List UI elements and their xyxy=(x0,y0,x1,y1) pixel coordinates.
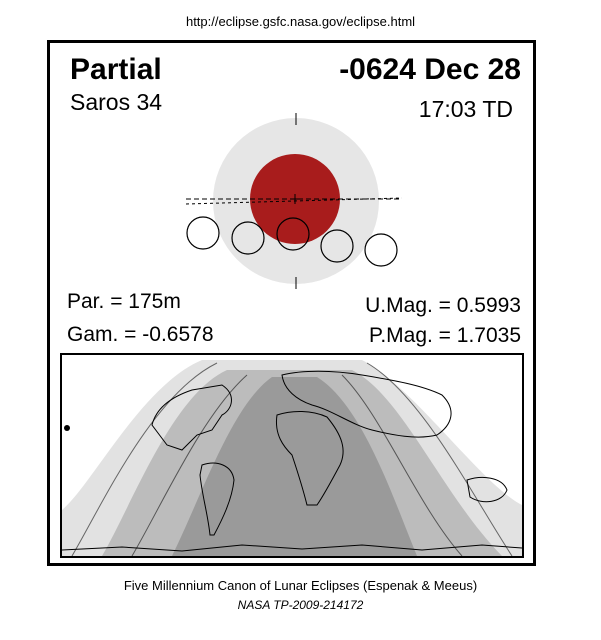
eclipse-type: Partial xyxy=(70,53,162,86)
canon-credit: Five Millennium Canon of Lunar Eclipses … xyxy=(123,578,478,593)
visibility-world-map xyxy=(60,353,524,558)
contact-curve-1 xyxy=(71,362,218,556)
penumbral-magnitude: P.Mag. = 1.7035 xyxy=(369,324,521,347)
moon-zenith-marker xyxy=(64,425,70,431)
eclipse-date: -0624 Dec 28 xyxy=(339,53,521,86)
moon-position-1 xyxy=(186,216,220,250)
source-url[interactable]: http://eclipse.gsfc.nasa.gov/eclipse.htm… xyxy=(185,14,416,29)
africa-outline xyxy=(275,411,344,506)
saros-number: Saros 34 xyxy=(70,89,163,115)
visibility-map-svg xyxy=(62,360,522,556)
eclipse-time: 17:03 TD xyxy=(418,96,513,122)
south-america-outline xyxy=(199,462,235,536)
moon-position-3 xyxy=(276,217,310,251)
gamma-value: Gam. = -0.6578 xyxy=(67,323,214,346)
eclipse-geometry-diagram xyxy=(185,113,403,289)
moon-path-line xyxy=(185,197,403,205)
umbral-magnitude: U.Mag. = 0.5993 xyxy=(365,294,521,317)
contact-curve-2 xyxy=(366,362,513,556)
antarctica-outline xyxy=(62,544,522,552)
moon-position-4 xyxy=(320,229,354,263)
moon-position-2 xyxy=(231,221,265,255)
publication-id: NASA TP-2009-214172 xyxy=(237,598,364,612)
australia-outline xyxy=(466,477,508,503)
north-america-outline xyxy=(151,384,232,451)
eurasia-outline xyxy=(281,370,452,438)
partial-duration: Par. = 175m xyxy=(67,290,181,313)
moon-position-5 xyxy=(364,233,398,267)
eclipse-panel: Partial -0624 Dec 28 Saros 34 17:03 TD P… xyxy=(47,40,536,566)
umbral-zone xyxy=(172,377,417,556)
contact-curve-3 xyxy=(131,374,248,556)
contact-curve-4 xyxy=(341,374,463,556)
